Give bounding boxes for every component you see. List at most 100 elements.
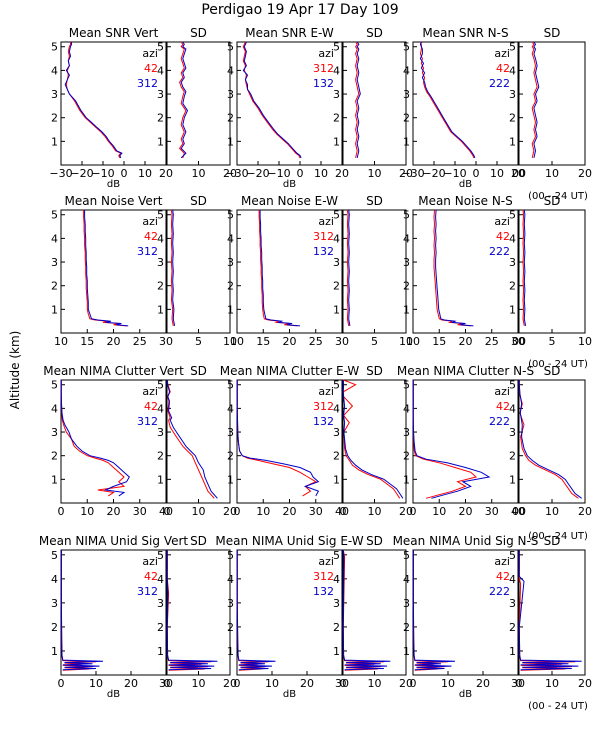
series-line-blue bbox=[180, 41, 189, 159]
series-line-red bbox=[178, 41, 187, 159]
legend-entry: 312 bbox=[137, 245, 158, 258]
series-line-red bbox=[258, 210, 298, 327]
x-tick-label: 20 bbox=[283, 335, 297, 348]
x-tick-label: 20 bbox=[399, 505, 413, 518]
y-tick-label: 1 bbox=[51, 303, 58, 316]
series-line-blue bbox=[348, 209, 351, 326]
x-tick-label: 20 bbox=[223, 505, 237, 518]
x-tick-label: 25 bbox=[485, 335, 499, 348]
time-note-row-1: (00 - 24 UT) bbox=[528, 191, 588, 202]
x-tick-label: 0 bbox=[234, 505, 241, 518]
y-tick-label: 1 bbox=[157, 473, 164, 486]
y-tick-label: 5 bbox=[509, 379, 516, 392]
y-tick-label: 5 bbox=[51, 379, 58, 392]
time-note-row-2: (00 - 24 UT) bbox=[528, 359, 588, 370]
series-line-blue bbox=[518, 550, 582, 671]
x-tick-label: −10 bbox=[267, 167, 290, 180]
panel-title: Mean SNR N-S bbox=[422, 26, 508, 40]
y-tick-label: 3 bbox=[333, 426, 340, 439]
x-tick-label: 20 bbox=[223, 167, 237, 180]
x-tick-label: −30 bbox=[225, 167, 248, 180]
x-tick-label: −20 bbox=[422, 167, 445, 180]
y-tick-label: 1 bbox=[157, 135, 164, 148]
x-tick-label: 10 bbox=[192, 167, 206, 180]
x-tick-label: 0 bbox=[340, 505, 347, 518]
series-line-red bbox=[433, 209, 471, 327]
legend-entry: 42 bbox=[144, 570, 158, 583]
y-tick-label: 2 bbox=[333, 280, 340, 293]
series-line-blue bbox=[435, 209, 474, 327]
series-line-blue bbox=[518, 380, 582, 499]
x-tick-label: 10 bbox=[192, 677, 206, 690]
y-tick-label: 1 bbox=[333, 135, 340, 148]
y-tick-label: 3 bbox=[227, 426, 234, 439]
y-tick-label: 1 bbox=[157, 645, 164, 658]
y-tick-label: 1 bbox=[51, 473, 58, 486]
y-tick-label: 3 bbox=[509, 256, 516, 269]
x-tick-label: 10 bbox=[138, 167, 152, 180]
y-tick-label: 5 bbox=[51, 549, 58, 562]
y-tick-label: 2 bbox=[403, 280, 410, 293]
y-tick-label: 5 bbox=[403, 549, 410, 562]
y-tick-label: 5 bbox=[157, 41, 164, 54]
y-tick-label: 1 bbox=[509, 303, 516, 316]
y-tick-label: 5 bbox=[333, 549, 340, 562]
y-tick-label: 2 bbox=[157, 621, 164, 634]
x-tick-label: 00 bbox=[512, 505, 526, 518]
series-line-blue bbox=[342, 549, 391, 671]
legend-entry: 132 bbox=[313, 415, 334, 428]
y-tick-label: 1 bbox=[333, 645, 340, 658]
x-tick-label: 20 bbox=[399, 167, 413, 180]
y-tick-label: 3 bbox=[333, 256, 340, 269]
x-tick-label: 30 bbox=[309, 505, 323, 518]
x-tick-label: 20 bbox=[578, 167, 592, 180]
y-tick-label: 2 bbox=[51, 621, 58, 634]
x-tick-label: 20 bbox=[223, 677, 237, 690]
x-tick-label: 15 bbox=[256, 335, 270, 348]
x-tick-label: 5 bbox=[371, 335, 378, 348]
y-tick-label: 3 bbox=[509, 426, 516, 439]
x-tick-label: 10 bbox=[256, 505, 270, 518]
panel-title: SD bbox=[366, 534, 383, 548]
x-tick-label: 40 bbox=[511, 505, 525, 518]
y-tick-label: 4 bbox=[509, 573, 516, 586]
x-tick-label: 20 bbox=[159, 167, 173, 180]
x-tick-label: 0 bbox=[297, 167, 304, 180]
y-tick-label: 5 bbox=[333, 379, 340, 392]
y-tick-label: 4 bbox=[157, 64, 164, 77]
x-tick-label: 10 bbox=[54, 335, 68, 348]
y-tick-label: 2 bbox=[157, 280, 164, 293]
legend-header: azi bbox=[318, 47, 334, 60]
y-tick-label: 3 bbox=[333, 597, 340, 610]
y-tick-label: 1 bbox=[227, 135, 234, 148]
series-line-red bbox=[419, 41, 475, 159]
y-tick-label: 5 bbox=[157, 379, 164, 392]
panel-0-5: 1 2 3 4 5 00 10 20 SD bbox=[509, 26, 592, 180]
x-axis-label: dB bbox=[459, 179, 472, 190]
series-line-blue bbox=[523, 209, 527, 326]
y-tick-label: 5 bbox=[227, 379, 234, 392]
x-tick-label: 30 bbox=[159, 677, 173, 690]
x-tick-label: 10 bbox=[230, 335, 244, 348]
legend-entry: 42 bbox=[496, 62, 510, 75]
x-tick-label: 20 bbox=[124, 677, 138, 690]
series-line-red bbox=[354, 41, 360, 159]
y-tick-label: 3 bbox=[157, 426, 164, 439]
legend-entry: 132 bbox=[313, 585, 334, 598]
y-tick-label: 1 bbox=[227, 645, 234, 658]
y-tick-label: 2 bbox=[51, 280, 58, 293]
y-tick-label: 3 bbox=[51, 426, 58, 439]
series-line-blue bbox=[60, 380, 130, 497]
legend-entry: 312 bbox=[313, 62, 334, 75]
x-tick-label: 0 bbox=[410, 505, 417, 518]
x-tick-label: 10 bbox=[265, 677, 279, 690]
time-note-row-3: (00 - 24 UT) bbox=[528, 531, 588, 542]
series-line-blue bbox=[236, 380, 320, 497]
x-tick-label: 10 bbox=[406, 335, 420, 348]
y-tick-label: 4 bbox=[509, 402, 516, 415]
